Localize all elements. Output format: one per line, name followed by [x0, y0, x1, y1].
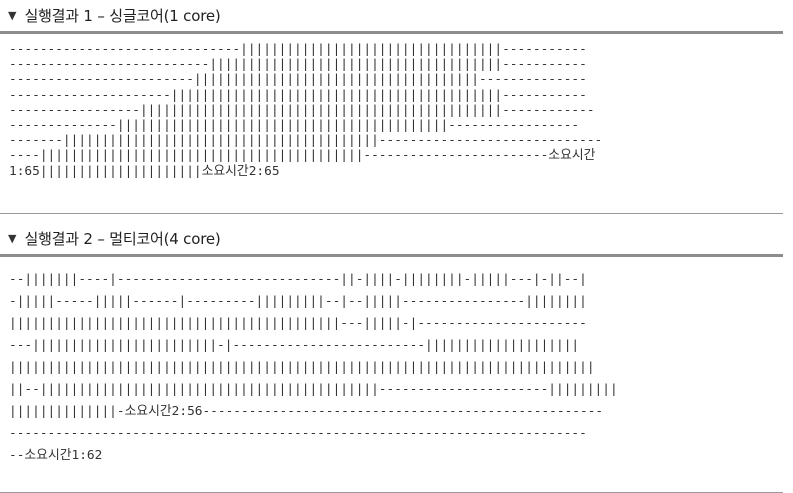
output-line: ----------------------------------------…: [9, 426, 587, 441]
output-line: -----------------|||||||||||||||||||||||…: [9, 102, 595, 118]
output-line: --|||||||----|--------------------------…: [9, 272, 587, 287]
triangle-down-icon: ▼: [8, 232, 17, 245]
output-line: -|||||-----|||||------|---------||||||||…: [9, 294, 587, 309]
output-line: --소요시간1:62: [9, 448, 103, 463]
output-line: ||--||||||||||||||||||||||||||||||||||||…: [9, 382, 618, 397]
output-line: ---||||||||||||||||||||||||-|-----------…: [9, 338, 580, 353]
output-line: ------------------------------||||||||||…: [9, 42, 587, 57]
output-line: ---------------------|||||||||||||||||||…: [9, 87, 587, 103]
output-line: -------|||||||||||||||||||||||||||||||||…: [9, 133, 603, 149]
output-line: ||||||||||||||||||||||||||||||||||||||||…: [9, 360, 595, 375]
output-line: --------------------------||||||||||||||…: [9, 57, 587, 73]
result-2-output: --|||||||----|--------------------------…: [0, 257, 783, 493]
output-line: ----||||||||||||||||||||||||||||||||||||…: [9, 148, 596, 164]
output-line: ||||||||||||||-소요시간2:56-----------------…: [9, 404, 604, 419]
result-2-title: 실행결과 2 – 멀티코어(4 core): [24, 230, 221, 248]
result-section-2: ▼ 실행결과 2 – 멀티코어(4 core) --|||||||----|--…: [0, 223, 783, 493]
triangle-down-icon: ▼: [8, 9, 17, 22]
output-line: 1:65|||||||||||||||||||||소요시간2:65: [9, 163, 280, 179]
result-1-header: ▼ 실행결과 1 – 싱글코어(1 core): [0, 0, 783, 34]
result-2-header: ▼ 실행결과 2 – 멀티코어(4 core): [0, 223, 783, 257]
output-line: ||||||||||||||||||||||||||||||||||||||||…: [9, 316, 587, 331]
result-1-title: 실행결과 1 – 싱글코어(1 core): [24, 7, 221, 25]
output-line: --------------||||||||||||||||||||||||||…: [9, 117, 580, 133]
result-1-output: ------------------------------||||||||||…: [0, 34, 783, 214]
result-section-1: ▼ 실행결과 1 – 싱글코어(1 core) ----------------…: [0, 0, 783, 214]
output-line: ------------------------||||||||||||||||…: [9, 72, 587, 88]
